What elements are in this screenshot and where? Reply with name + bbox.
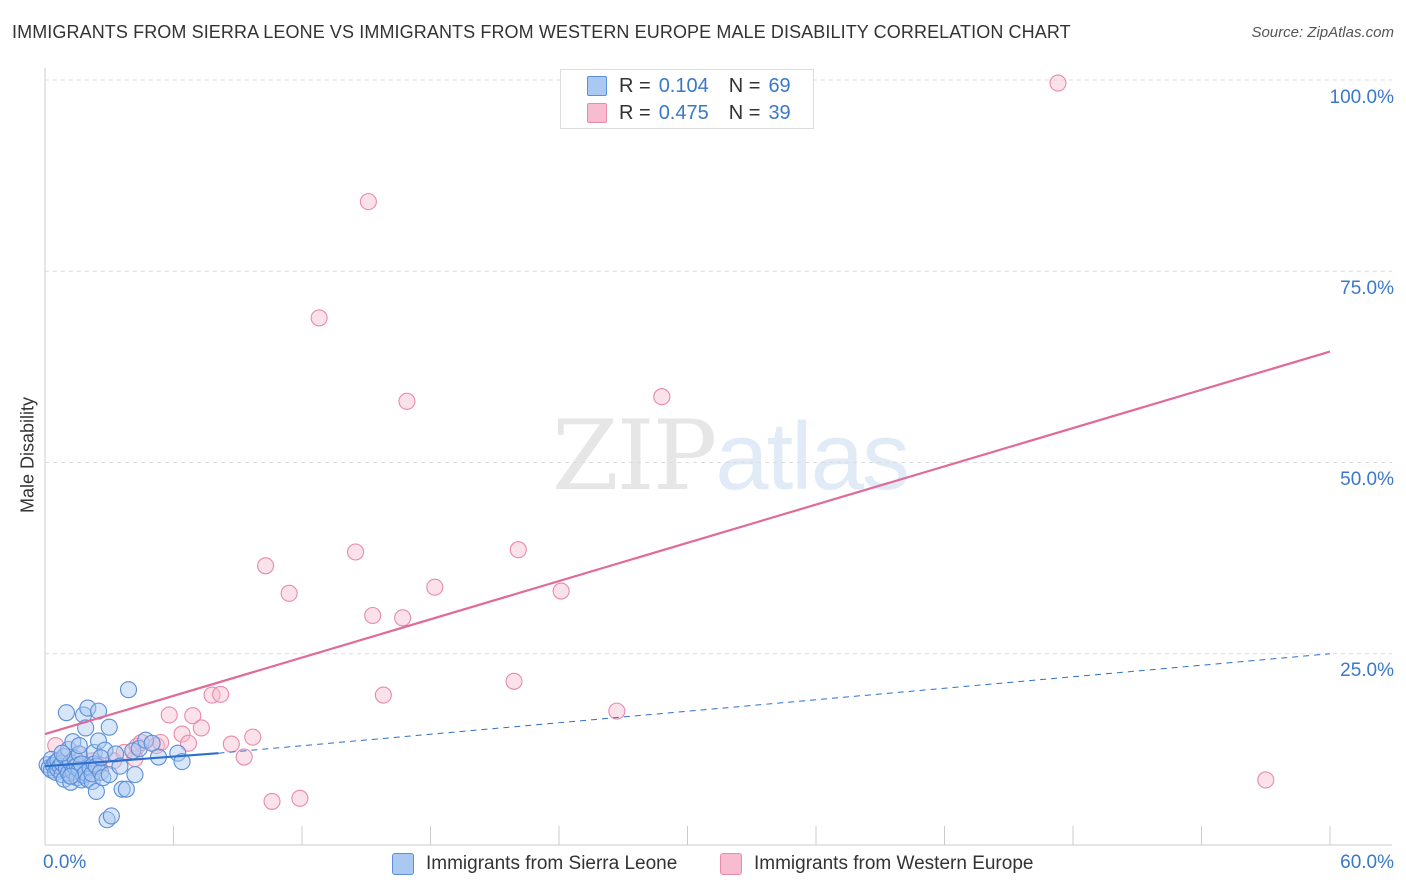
- legend-n-value: 39: [768, 101, 791, 124]
- western-europe-point: [398, 392, 416, 410]
- watermark: ZIPatlas: [552, 400, 910, 512]
- y-tick-label: 75.0%: [1340, 278, 1394, 299]
- legend-n-label: N =: [728, 74, 761, 97]
- western-europe-point: [212, 685, 230, 703]
- legend-swatch-pink: [587, 103, 607, 123]
- sierra-leone-trend-extension: [218, 653, 1331, 754]
- y-tick-label: 25.0%: [1340, 660, 1394, 681]
- western-europe-point: [152, 733, 170, 752]
- series-sierra-leone-points: [38, 681, 191, 829]
- western-europe-point: [346, 543, 365, 561]
- sierra-leone-point: [111, 757, 129, 775]
- sierra-leone-point: [70, 736, 88, 755]
- western-europe-point: [608, 702, 626, 720]
- sierra-leone-point: [119, 681, 138, 699]
- western-europe-point: [263, 792, 281, 810]
- western-europe-point: [394, 609, 412, 627]
- legend-r-value: 0.475: [658, 101, 709, 124]
- western-europe-point: [184, 707, 202, 725]
- western-europe-point: [192, 719, 210, 737]
- western-europe-point: [244, 728, 262, 746]
- legend-row-sierra-leone: R = 0.104 N = 69: [587, 75, 791, 97]
- western-europe-point: [374, 686, 392, 704]
- sierra-leone-point: [100, 718, 118, 736]
- western-europe-trend-line: [44, 350, 1331, 736]
- legend-r-value: 0.104: [658, 74, 709, 97]
- y-axis-label: Male Disability: [17, 396, 38, 514]
- western-europe-point: [552, 582, 570, 600]
- source-label: Source: ZipAtlas.com: [1251, 24, 1394, 41]
- sierra-leone-point: [113, 780, 131, 798]
- legend-n-label: N =: [728, 101, 761, 124]
- legend-r-label: R =: [619, 101, 651, 124]
- western-europe-point: [509, 541, 527, 559]
- watermark-zip: ZIP: [552, 400, 717, 512]
- legend-r-label: R =: [619, 74, 651, 97]
- grid-lines: [45, 79, 1392, 655]
- bottom-legend-label: Immigrants from Western Europe: [754, 853, 1034, 874]
- western-europe-point: [364, 606, 382, 625]
- legend-swatch-pink: [720, 853, 742, 875]
- series-western-europe-points: [47, 74, 1275, 810]
- western-europe-point: [310, 309, 328, 327]
- sierra-leone-point: [87, 782, 105, 801]
- chart-title: IMMIGRANTS FROM SIERRA LEONE VS IMMIGRAN…: [12, 22, 1071, 42]
- sierra-leone-trend-line: [44, 752, 219, 768]
- western-europe-point: [160, 706, 178, 724]
- sierra-leone-point: [173, 753, 191, 771]
- sierra-leone-point: [126, 766, 144, 784]
- y-tick-label: 50.0%: [1340, 469, 1394, 490]
- western-europe-point: [426, 578, 444, 596]
- axes: [44, 68, 1392, 846]
- western-europe-point: [280, 584, 298, 602]
- western-europe-point: [173, 725, 191, 743]
- y-tick-label: 100.0%: [1329, 87, 1394, 108]
- western-europe-point: [203, 686, 221, 704]
- sierra-leone-point: [130, 740, 148, 758]
- legend-swatch-blue: [587, 76, 607, 96]
- sierra-leone-point: [79, 699, 97, 717]
- western-europe-point: [179, 734, 198, 752]
- sierra-leone-point: [143, 734, 161, 752]
- western-europe-point: [1049, 74, 1067, 92]
- correlation-legend: R = 0.104 N = 69 R = 0.475 N = 39: [560, 69, 814, 129]
- western-europe-point: [505, 672, 523, 690]
- western-europe-point: [222, 735, 240, 753]
- sierra-leone-point: [102, 807, 120, 825]
- x-tick-label: 0.0%: [43, 852, 87, 873]
- legend-row-western-europe: R = 0.475 N = 39: [587, 102, 791, 124]
- western-europe-point: [291, 789, 309, 807]
- legend-n-value: 69: [768, 74, 791, 97]
- western-europe-point: [257, 557, 275, 575]
- watermark-atlas: atlas: [715, 403, 910, 510]
- sierra-leone-point: [57, 704, 75, 722]
- western-europe-point: [359, 193, 377, 211]
- sierra-leone-point: [117, 780, 135, 798]
- bottom-legend-label: Immigrants from Sierra Leone: [426, 853, 678, 874]
- western-europe-point: [235, 748, 253, 766]
- x-tick-label: 60.0%: [1340, 852, 1394, 873]
- western-europe-point: [1257, 771, 1275, 789]
- sierra-leone-point: [53, 744, 71, 762]
- sierra-leone-point: [62, 767, 80, 785]
- sierra-leone-point: [89, 732, 108, 750]
- bottom-legend-western-europe[interactable]: Immigrants from Western Europe: [720, 851, 1033, 877]
- bottom-legend-sierra-leone[interactable]: Immigrants from Sierra Leone: [392, 851, 677, 877]
- trend-lines: [44, 350, 1331, 768]
- western-europe-point: [653, 388, 671, 406]
- legend-swatch-blue: [392, 853, 414, 875]
